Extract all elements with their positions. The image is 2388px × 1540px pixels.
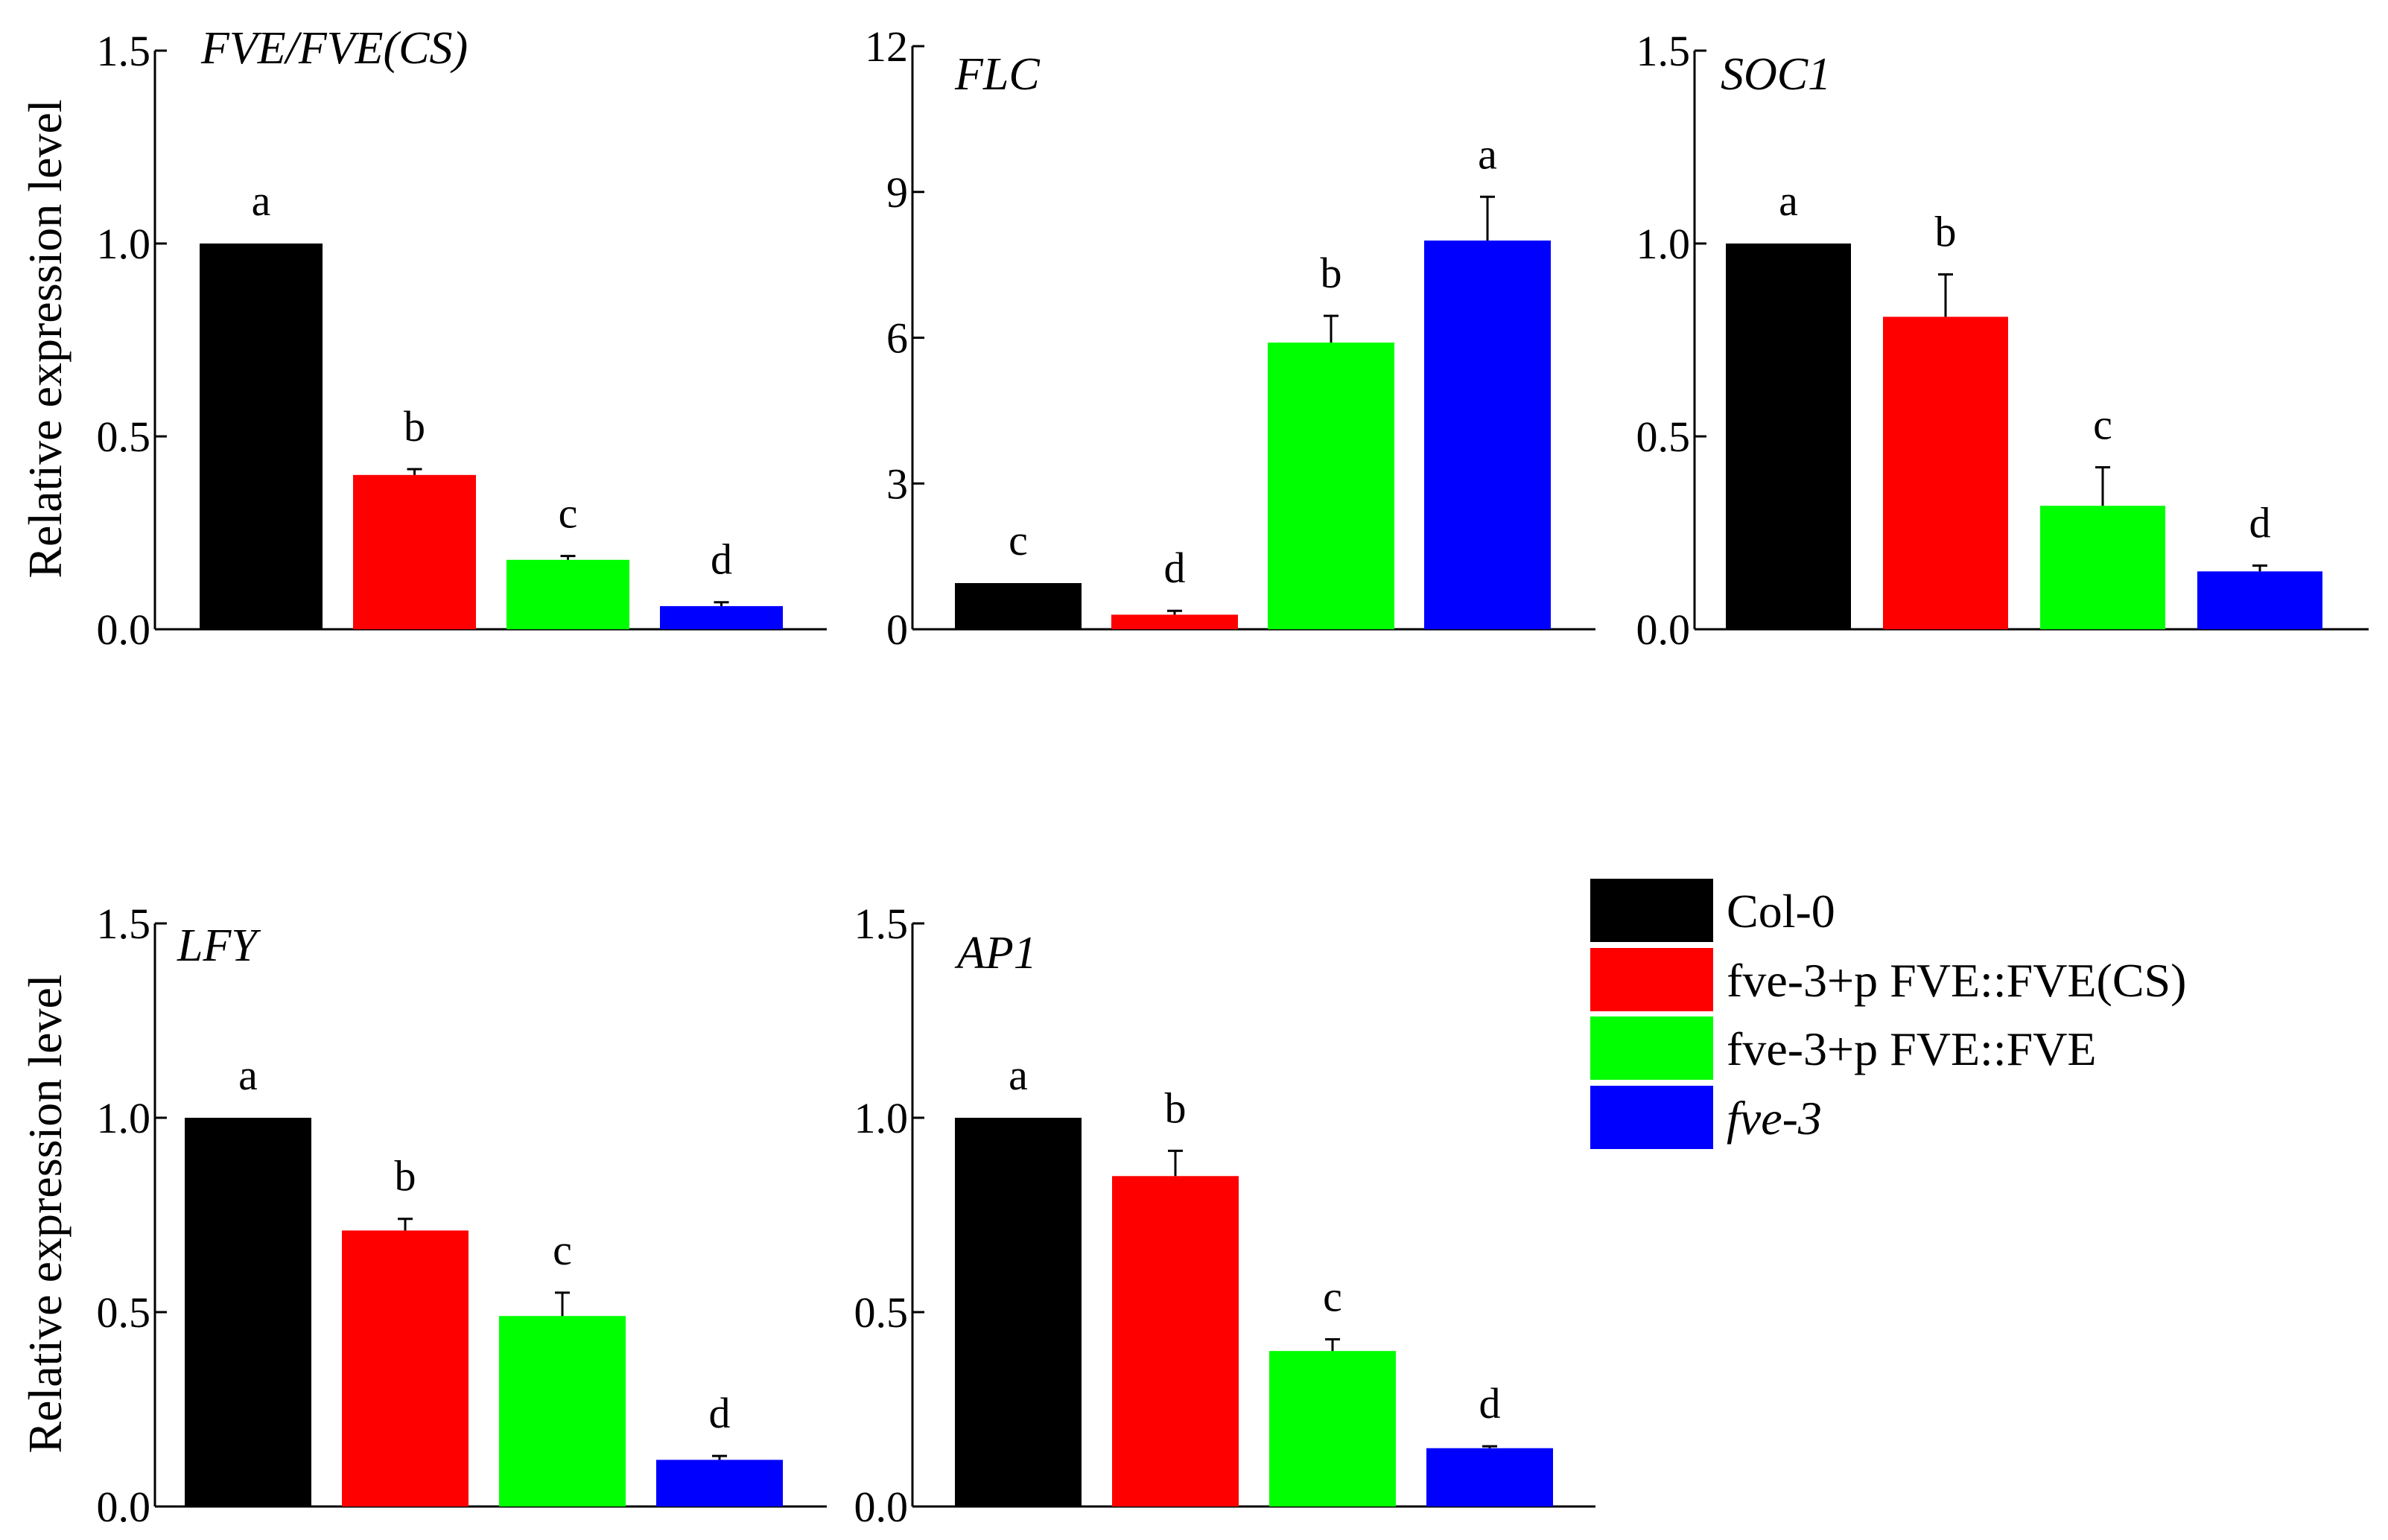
y-tick-label: 1.0 xyxy=(1636,220,1691,268)
significance-label: a xyxy=(1009,1051,1028,1099)
bar xyxy=(342,1230,469,1506)
significance-label: a xyxy=(1779,176,1798,225)
bar xyxy=(660,605,783,629)
y-tick-label: 9 xyxy=(886,168,908,217)
y-axis-label: Relative expression level xyxy=(19,974,72,1453)
bar xyxy=(185,1118,311,1506)
significance-label: b xyxy=(1935,207,1957,255)
chart-panel-ap1: AP1 0.0 0.5 1.0 1.5 a b c d xyxy=(854,900,1595,1531)
y-tick-label: 0.0 xyxy=(854,1483,909,1531)
y-tick-label: 1.0 xyxy=(854,1094,909,1142)
y-axis-label: Relative expression level xyxy=(19,99,72,578)
y-tick-label: 1.0 xyxy=(97,220,151,268)
significance-label: d xyxy=(709,1389,731,1437)
significance-label: c xyxy=(1009,516,1028,564)
legend-label-fve: fve-3+p FVE::FVE xyxy=(1727,1022,2097,1075)
bar xyxy=(1426,1448,1553,1506)
panel-title: AP1 xyxy=(954,928,1037,979)
significance-label: d xyxy=(2249,499,2271,547)
y-tick-label: 1.5 xyxy=(97,27,151,75)
panel-title: FLC xyxy=(954,49,1040,100)
significance-label: b xyxy=(395,1152,416,1200)
y-tick-label: 0.0 xyxy=(1636,605,1691,654)
bar xyxy=(1726,244,1851,629)
significance-label: b xyxy=(404,402,425,451)
y-tick-label: 1.0 xyxy=(97,1094,151,1142)
significance-label: c xyxy=(559,489,578,538)
y-tick-label: 12 xyxy=(865,22,908,71)
significance-label: c xyxy=(1323,1273,1342,1321)
chart-panel-flc: FLC 0 3 6 9 12 c d b a xyxy=(865,22,1595,654)
y-tick-label: 0.5 xyxy=(1636,413,1691,461)
legend-swatch-col0 xyxy=(1590,879,1713,942)
significance-label: a xyxy=(252,176,271,225)
bar xyxy=(1112,1176,1239,1506)
y-tick-label: 0.0 xyxy=(97,605,151,654)
panel-title: SOC1 xyxy=(1721,49,1831,100)
chart-panel-lfy: Relative expression level LFY 0.0 0.5 1.0 1… xyxy=(19,900,827,1531)
y-tick-label: 0 xyxy=(886,605,908,654)
bar xyxy=(507,559,629,629)
significance-label: c xyxy=(553,1226,572,1274)
significance-label: c xyxy=(2093,400,2112,448)
chart-panel-soc1: SOC1 0.0 0.5 1.0 1.5 a b c d xyxy=(1636,27,2369,654)
significance-label: a xyxy=(1478,130,1497,178)
bar xyxy=(1268,343,1394,629)
bar xyxy=(1883,316,2008,629)
legend-swatch-fve-cs xyxy=(1590,948,1713,1011)
bar xyxy=(499,1316,626,1506)
panel-title: FVE/FVE(CS) xyxy=(200,23,468,74)
legend: Col-0 fve-3+p FVE::FVE(CS) fve-3+p FVE::… xyxy=(1590,879,2186,1149)
bar xyxy=(1269,1351,1396,1506)
y-tick-label: 0.5 xyxy=(854,1288,909,1337)
chart-panel-fve: Relative expression level FVE/FVE(CS) 0.… xyxy=(19,23,827,654)
bar xyxy=(2197,571,2322,629)
bar xyxy=(656,1460,783,1506)
significance-label: d xyxy=(1479,1379,1501,1428)
bar xyxy=(2040,506,2165,629)
y-tick-label: 6 xyxy=(886,314,908,363)
bar xyxy=(353,474,476,629)
bar xyxy=(1111,614,1238,629)
significance-label: d xyxy=(711,535,732,584)
legend-label-fve-cs: fve-3+p FVE::FVE(CS) xyxy=(1727,954,2186,1007)
significance-label: d xyxy=(1164,544,1186,592)
significance-label: b xyxy=(1165,1084,1187,1132)
legend-label-col0: Col-0 xyxy=(1727,885,1835,938)
panel-title: LFY xyxy=(177,920,261,971)
bar xyxy=(955,583,1082,629)
y-tick-label: 1.5 xyxy=(1636,27,1691,75)
bar xyxy=(200,244,323,629)
bar xyxy=(955,1118,1082,1506)
y-tick-label: 3 xyxy=(886,459,908,508)
legend-swatch-fve3 xyxy=(1590,1086,1713,1149)
significance-label: a xyxy=(238,1051,258,1099)
significance-label: b xyxy=(1321,249,1342,297)
legend-swatch-fve xyxy=(1590,1016,1713,1080)
bar xyxy=(1424,241,1551,629)
y-tick-label: 1.5 xyxy=(97,900,151,948)
y-tick-label: 0.5 xyxy=(97,1288,151,1337)
y-tick-label: 0.5 xyxy=(97,413,151,461)
legend-label-fve3: fve-3 xyxy=(1727,1092,1822,1145)
y-tick-label: 0.0 xyxy=(97,1483,151,1531)
y-tick-label: 1.5 xyxy=(854,900,909,948)
